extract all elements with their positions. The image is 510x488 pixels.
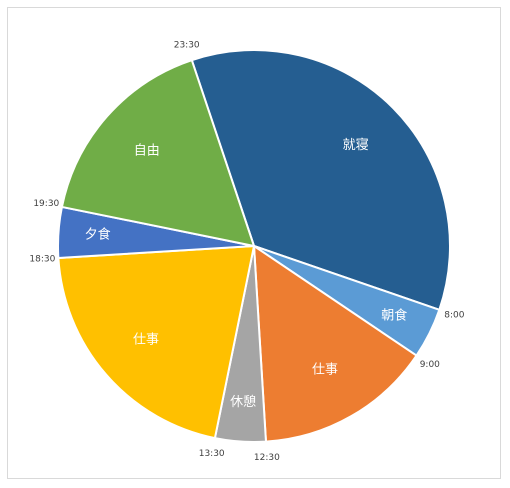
slice-label-7: 自由	[134, 144, 160, 159]
pie-slice-7	[60, 59, 255, 247]
pie-slice-1	[190, 49, 451, 311]
time-label-1: 23:30	[174, 41, 200, 51]
time-label-2: 8:00	[444, 311, 464, 321]
time-label-3: 9:00	[420, 360, 440, 370]
time-label-4: 12:30	[254, 453, 280, 463]
pie-slices	[57, 49, 451, 443]
time-label-6: 18:30	[29, 254, 55, 264]
time-label-7: 19:30	[33, 199, 59, 209]
slice-label-6: 夕食	[85, 227, 111, 243]
slice-label-3: 仕事	[312, 363, 338, 378]
time-label-5: 13:30	[199, 449, 225, 459]
pie-slice-3	[253, 245, 418, 443]
slice-label-5: 仕事	[133, 332, 159, 347]
slice-label-1: 就寝	[343, 137, 369, 153]
pie-slice-5	[57, 245, 255, 440]
pie-time-labels: 23:30 8:00 9:00 12:30 13:30 18:30 19:30	[29, 41, 464, 464]
slice-label-2: 朝食	[381, 308, 407, 324]
slice-label-4: 休憩	[230, 394, 256, 410]
